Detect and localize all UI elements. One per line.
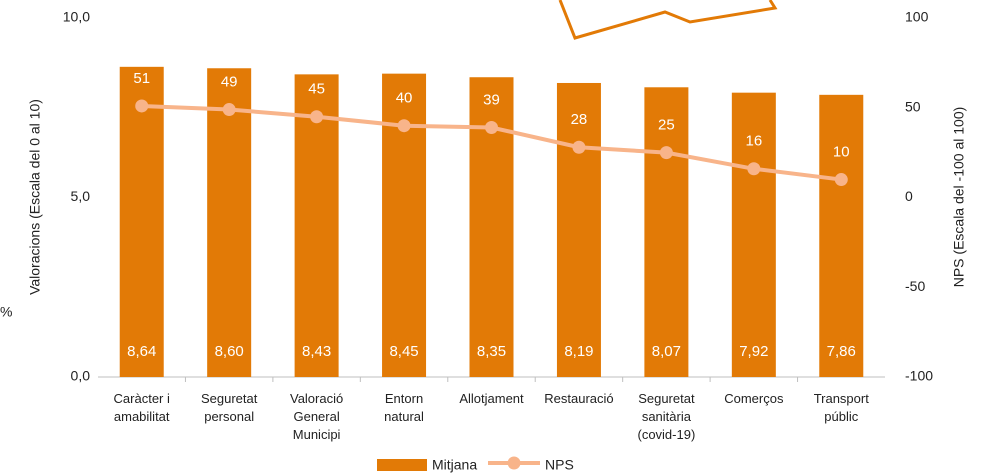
y2-tick-label: 50 [905, 98, 921, 114]
nps-value-label: 25 [658, 117, 675, 134]
x-tick-label: Allotjament [459, 391, 524, 406]
bar-value-label: 8,07 [652, 343, 681, 360]
legend-swatch [508, 457, 521, 470]
annotation: % [0, 304, 12, 320]
y2-tick-label: 100 [905, 9, 929, 25]
y2-tick-label: 0 [905, 188, 913, 204]
nps-point [660, 146, 673, 159]
bar-value-label: 8,19 [564, 343, 593, 360]
bar-value-label: 7,86 [827, 343, 856, 360]
bar-value-label: 8,35 [477, 343, 506, 360]
bar-value-label: 7,92 [739, 343, 768, 360]
nps-value-label: 16 [745, 133, 762, 150]
bar [819, 95, 863, 377]
chart: % Valoracions (Escala del 0 al 10) NPS (… [0, 0, 986, 475]
y2-tick-label: -100 [905, 368, 933, 384]
nps-point [135, 99, 148, 112]
nps-value-label: 40 [396, 90, 413, 107]
y-tick-label: 0,0 [71, 368, 91, 384]
bar [120, 67, 164, 377]
y-tick-label: 5,0 [71, 188, 91, 204]
nps-point [572, 141, 585, 154]
nps-point [485, 121, 498, 134]
bar [382, 74, 426, 377]
nps-value-label: 51 [133, 70, 150, 87]
y-axis-title: Valoracions (Escala del 0 al 10) [27, 99, 43, 295]
nps-point [310, 110, 323, 123]
nps-value-label: 49 [221, 74, 238, 91]
nps-value-label: 10 [833, 144, 850, 161]
y-tick-label: 10,0 [63, 9, 90, 25]
legend-swatch [377, 459, 427, 471]
nps-value-label: 45 [308, 81, 325, 98]
legend-label: Mitjana [432, 457, 477, 473]
nps-point [747, 162, 760, 175]
nps-value-label: 28 [571, 111, 588, 128]
nps-point [398, 119, 411, 132]
bar-value-label: 8,43 [302, 343, 331, 360]
x-tick-label: Comerços [724, 391, 784, 406]
bar-value-label: 8,60 [215, 343, 244, 360]
nps-value-label: 39 [483, 91, 500, 108]
decoration [560, 0, 775, 38]
bar-value-label: 8,45 [389, 343, 418, 360]
legend-label: NPS [545, 457, 574, 473]
y2-tick-label: -50 [905, 278, 925, 294]
bar-value-label: 8,64 [127, 343, 156, 360]
nps-point [223, 103, 236, 116]
nps-point [835, 173, 848, 186]
y2-axis-title: NPS (Escala del -100 al 100) [951, 107, 967, 288]
x-tick-label: Restauració [544, 391, 613, 406]
